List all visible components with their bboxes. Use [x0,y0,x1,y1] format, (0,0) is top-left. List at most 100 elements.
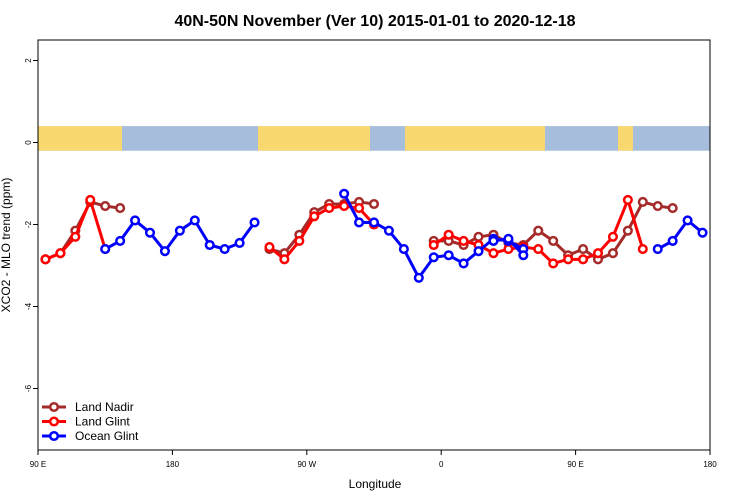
data-point [383,225,394,236]
data-point [622,194,633,205]
data-point [40,254,51,265]
data-point [100,244,111,255]
data-point [159,246,170,257]
data-point [443,250,454,261]
data-point [324,203,335,214]
data-point [115,203,126,214]
x-axis-label: Longitude [349,477,402,491]
data-point [637,196,648,207]
series-ocean-glint [100,188,708,283]
x-tick-label: 90 E [30,460,46,469]
legend-label: Ocean Glint [75,429,139,443]
legend-marker [48,416,60,427]
data-point [578,254,589,265]
legend-marker [48,430,60,442]
data-point [368,198,380,210]
data-point [249,217,260,228]
y-tick-label: 0 [24,140,33,145]
x-tick-label: 180 [703,460,717,469]
legend-label: Land Glint [75,415,130,429]
y-axis: 2 0 -2 -4 -6 [24,58,38,392]
data-point [428,252,439,263]
data-point [488,248,499,259]
data-point [189,215,200,226]
land-patch [405,126,545,151]
data-point [339,188,350,199]
land-mask-band [38,126,710,151]
data-point [473,246,484,257]
data-point [622,225,633,236]
series-line [657,218,704,251]
data-point [503,233,514,244]
data-point [578,244,589,255]
data-point [279,254,290,265]
land-patch [38,126,122,151]
data-point [607,248,618,259]
y-tick-label: 2 [24,58,33,63]
y-tick-label: -2 [24,220,33,228]
data-point [354,217,365,228]
data-point [592,248,604,259]
data-point [368,217,380,228]
data-point [563,254,574,265]
data-point [667,203,678,214]
data-point [697,227,708,238]
data-point [204,239,215,251]
legend-label: Land Nadir [75,400,134,414]
data-point [443,229,454,240]
data-point [85,194,96,205]
data-point [667,235,678,246]
data-point [473,231,484,242]
data-point [55,248,66,259]
data-point [652,244,663,255]
data-point [264,242,275,253]
data-point [548,258,559,269]
data-point [144,227,156,238]
x-tick-label: 180 [166,460,180,469]
chart-title: 40N-50N November (Ver 10) 2015-01-01 to … [174,13,575,30]
data-point [458,258,469,269]
data-point [339,201,350,212]
plot-frame [37,39,711,451]
y-tick-label: -4 [24,302,33,310]
data-point [398,244,409,255]
data-point [637,244,648,255]
series-layer [40,188,708,283]
data-point [234,237,245,248]
data-point [174,225,185,236]
data-point [309,211,320,222]
data-point [428,239,439,251]
data-point [682,215,693,226]
x-axis: 90 E 180 90 W 0 90 E 180 [30,450,717,469]
data-point [219,244,230,255]
data-point [533,244,544,255]
data-point [130,215,141,226]
data-point [115,235,126,246]
legend-marker [48,401,60,413]
y-tick-label: -6 [24,384,33,392]
data-point [70,231,81,242]
x-tick-label: 90 W [297,460,316,469]
series-line [104,218,256,253]
data-point [413,272,424,283]
x-tick-label: 0 [439,460,444,469]
data-point [354,203,365,214]
data-point [503,244,514,255]
data-point [488,235,499,246]
data-point [294,235,305,246]
data-point [607,231,618,242]
x-tick-label: 90 E [567,460,583,469]
data-point [652,201,663,212]
series-land-glint [40,194,648,269]
data-point [458,235,469,246]
land-patch [618,126,633,151]
data-point [548,235,559,246]
data-point [533,225,544,236]
data-point [100,201,111,212]
land-patch [258,126,370,151]
data-point [518,250,529,261]
y-axis-label: XCO2 - MLO trend (ppm) [0,178,13,313]
ocean-band [38,126,710,151]
